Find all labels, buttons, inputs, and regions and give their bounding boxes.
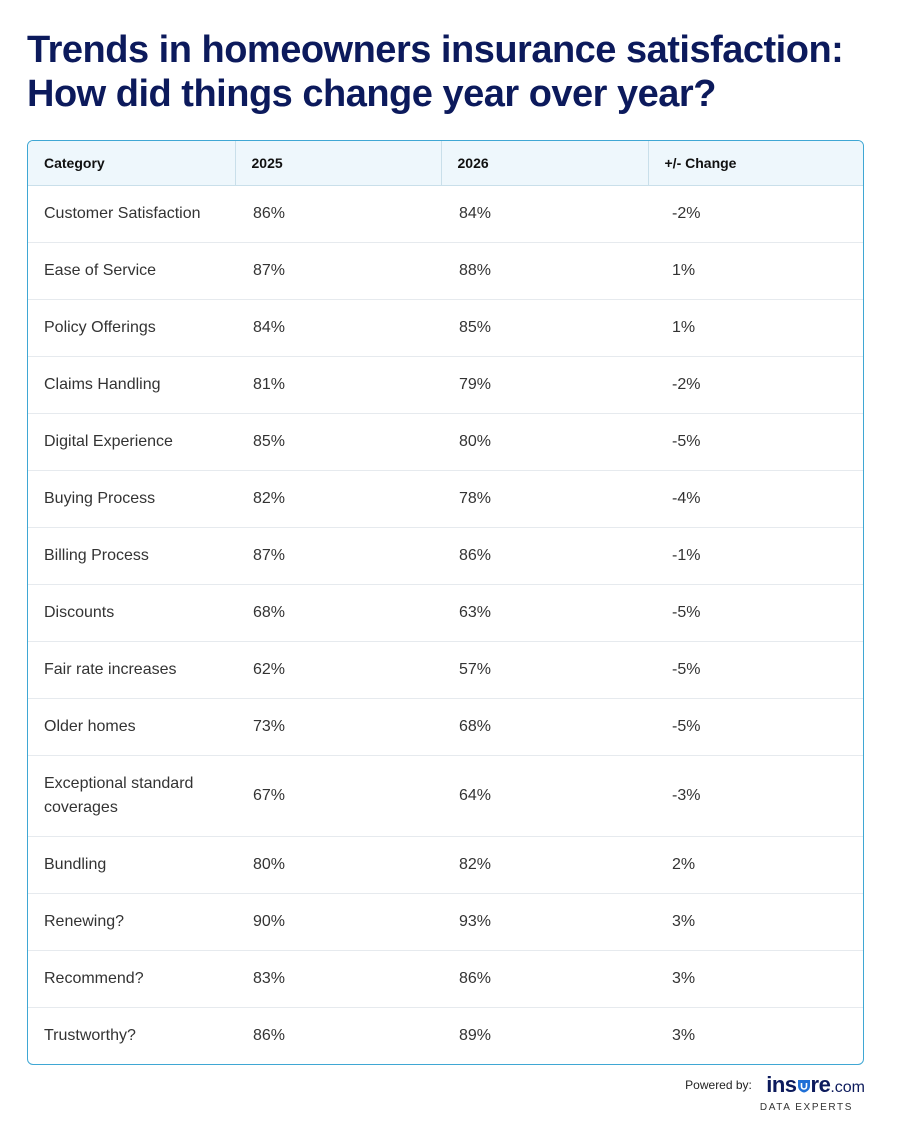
- cell-2026: 57%: [441, 641, 648, 699]
- logo-suffix: .com: [830, 1079, 865, 1096]
- cell-2025: 87%: [235, 242, 441, 300]
- cell-2026: 85%: [441, 299, 648, 357]
- cell-change: -5%: [648, 413, 863, 471]
- title-line-2: How did things change year over year?: [27, 73, 716, 115]
- cell-category-text: Exceptional standard coverages: [44, 774, 194, 816]
- logo-tagline: DATA EXPERTS: [759, 1102, 853, 1113]
- title-line-1: Trends in homeowners insurance satisfact…: [27, 29, 844, 71]
- cell-category: Renewing?: [28, 893, 235, 951]
- table-row: Trustworthy? 86% 89% 3%: [28, 1007, 863, 1064]
- table-row: Buying Process 82% 78% -4%: [28, 470, 863, 528]
- cell-2025: 82%: [235, 470, 441, 528]
- page-title: Trends in homeowners insurance satisfact…: [27, 28, 877, 116]
- cell-2026: 68%: [441, 698, 648, 756]
- cell-change: -4%: [648, 470, 863, 528]
- table-row: Policy Offerings 84% 85% 1%: [28, 299, 863, 357]
- brand-logo: ins re .com DATA EXPERTS: [759, 1074, 865, 1114]
- cell-2026: 93%: [441, 893, 648, 951]
- cell-2025: 85%: [235, 413, 441, 471]
- footer: Powered by: ins re .com DATA EXPERTS: [685, 1074, 865, 1114]
- cell-2026: 80%: [441, 413, 648, 471]
- cell-2026: 64%: [441, 755, 648, 837]
- table-row: Ease of Service 87% 88% 1%: [28, 242, 863, 300]
- data-table: Category 2025 2026 +/- Change Customer S…: [27, 140, 864, 1065]
- cell-2026: 86%: [441, 950, 648, 1008]
- powered-by-label: Powered by:: [685, 1078, 752, 1092]
- cell-2025: 62%: [235, 641, 441, 699]
- cell-category: Buying Process: [28, 470, 235, 528]
- column-header-2025: 2025: [235, 141, 442, 186]
- cell-change: 2%: [648, 836, 863, 894]
- table-row: Discounts 68% 63% -5%: [28, 584, 863, 642]
- cell-2025: 81%: [235, 356, 441, 414]
- logo-text-start: ins: [766, 1072, 797, 1097]
- column-header-category: Category: [28, 141, 236, 186]
- table-row: Digital Experience 85% 80% -5%: [28, 413, 863, 471]
- logo-wordmark: ins re .com: [766, 1074, 865, 1099]
- cell-2026: 89%: [459, 1026, 492, 1044]
- cell-change: 3%: [672, 1026, 696, 1044]
- table-row: Bundling 80% 82% 2%: [28, 836, 863, 894]
- cell-2026: 79%: [441, 356, 648, 414]
- cell-change: -3%: [648, 755, 863, 837]
- table-body: Customer Satisfaction 86% 84% -2% Ease of Se…: [28, 185, 863, 1064]
- cell-2025: 83%: [235, 950, 441, 1008]
- cell-category: Digital Experience: [28, 413, 235, 471]
- cell-2025: 73%: [235, 698, 441, 756]
- cell-category: Bundling: [28, 836, 235, 894]
- cell-category: Ease of Service: [28, 242, 235, 300]
- cell-2025: 90%: [235, 893, 441, 951]
- table-row: Fair rate increases 62% 57% -5%: [28, 641, 863, 699]
- cell-change: -5%: [648, 698, 863, 756]
- table-row: Recommend? 83% 86% 3%: [28, 950, 863, 1008]
- table-row: Older homes 73% 68% -5%: [28, 698, 863, 756]
- cell-category: Trustworthy?: [44, 1026, 136, 1044]
- cell-2026: 88%: [441, 242, 648, 300]
- cell-2026: 78%: [441, 470, 648, 528]
- cell-2026: 86%: [441, 527, 648, 585]
- column-header-change: +/- Change: [648, 141, 863, 186]
- table-header-row: Category 2025 2026 +/- Change: [28, 141, 863, 186]
- cell-2025: 86%: [253, 1026, 286, 1044]
- cell-change: 1%: [648, 299, 863, 357]
- cell-2026: 82%: [441, 836, 648, 894]
- cell-change: 1%: [648, 242, 863, 300]
- cell-change: -2%: [648, 185, 863, 243]
- cell-category: Policy Offerings: [28, 299, 235, 357]
- cell-change: -1%: [648, 527, 863, 585]
- cell-change: -2%: [648, 356, 863, 414]
- cell-change: -5%: [648, 584, 863, 642]
- cell-category: Fair rate increases: [28, 641, 235, 699]
- cell-category: Discounts: [28, 584, 235, 642]
- cell-2026: 63%: [441, 584, 648, 642]
- cell-category: Older homes: [28, 698, 235, 756]
- logo-text-end: re: [810, 1072, 831, 1097]
- cell-category: Billing Process: [28, 527, 235, 585]
- table-row: Customer Satisfaction 86% 84% -2%: [28, 185, 863, 243]
- cell-2025: 86%: [235, 185, 441, 243]
- cell-2025: 87%: [235, 527, 441, 585]
- table-row: Renewing? 90% 93% 3%: [28, 893, 863, 951]
- cell-2025: 84%: [235, 299, 441, 357]
- cell-change: -5%: [648, 641, 863, 699]
- cell-category: Customer Satisfaction: [28, 185, 235, 243]
- cell-category: Claims Handling: [28, 356, 235, 414]
- shield-u-icon: [797, 1075, 811, 1093]
- cell-change: 3%: [648, 893, 863, 951]
- cell-2025: 68%: [235, 584, 441, 642]
- cell-category: Recommend?: [28, 950, 235, 1008]
- table-row: Exceptional standard coverages 67% 64% -3%: [28, 755, 863, 837]
- cell-2025: 67%: [235, 755, 441, 837]
- cell-category: Exceptional standard coverages: [28, 755, 235, 837]
- column-header-2026: 2026: [441, 141, 649, 186]
- table-row: Claims Handling 81% 79% -2%: [28, 356, 863, 414]
- cell-2026: 84%: [441, 185, 648, 243]
- cell-2025: 80%: [235, 836, 441, 894]
- cell-change: 3%: [648, 950, 863, 1008]
- table-row: Billing Process 87% 86% -1%: [28, 527, 863, 585]
